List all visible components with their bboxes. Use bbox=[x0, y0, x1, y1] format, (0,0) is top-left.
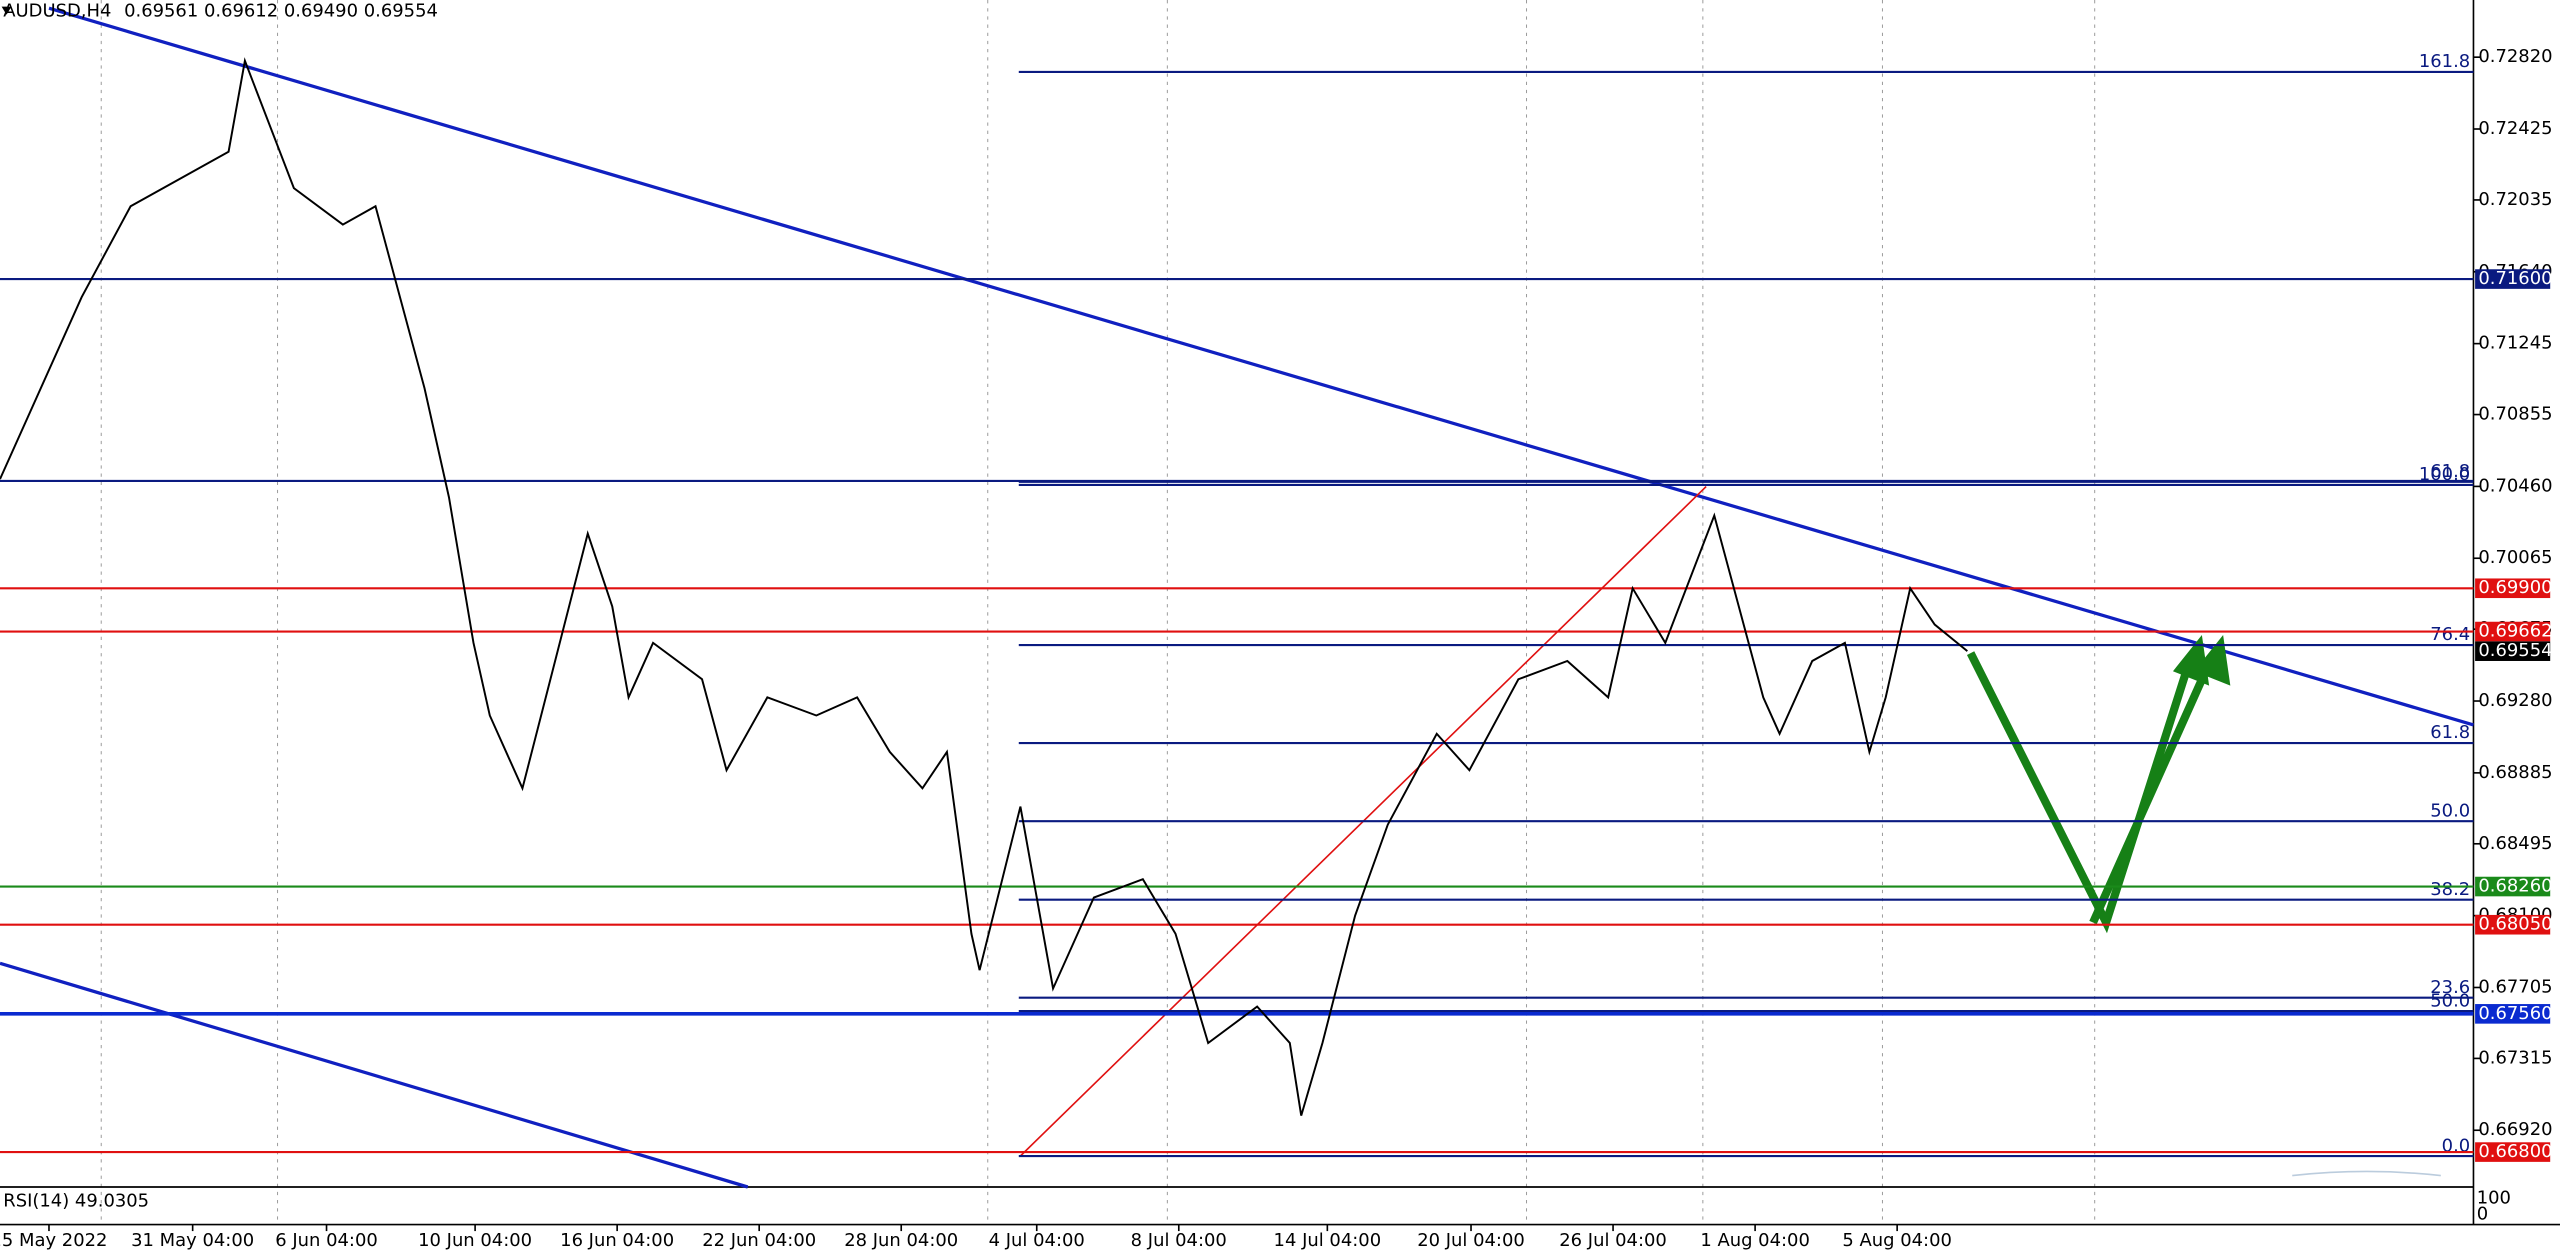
rsi-tick: 100 bbox=[2477, 1187, 2511, 1208]
level-label: 0.68050 bbox=[2478, 914, 2552, 935]
y-tick-label: 0.72820 bbox=[2478, 46, 2552, 67]
fib-label: 76.4 bbox=[2430, 624, 2470, 645]
y-tick-label: 0.72035 bbox=[2478, 189, 2552, 210]
fib-label: 61.8 bbox=[2430, 722, 2470, 743]
fib-label: 61.8 bbox=[2430, 461, 2470, 482]
x-tick-label: 22 Jun 04:00 bbox=[702, 1230, 816, 1251]
fib-label: 50.0 bbox=[2430, 800, 2470, 821]
x-tick-label: 8 Jul 04:00 bbox=[1131, 1230, 1227, 1251]
level-label: 0.67560 bbox=[2478, 1003, 2552, 1024]
fib-label: 38.2 bbox=[2430, 879, 2470, 900]
y-tick-label: 0.70460 bbox=[2478, 475, 2552, 496]
y-tick-label: 0.67705 bbox=[2478, 976, 2552, 997]
level-box bbox=[2475, 269, 2551, 289]
x-tick-label: 28 Jun 04:00 bbox=[844, 1230, 958, 1251]
level-label: 0.69554 bbox=[2478, 640, 2552, 661]
x-tick-label: 26 Jul 04:00 bbox=[1559, 1230, 1667, 1251]
y-tick-label: 0.66920 bbox=[2478, 1119, 2552, 1140]
y-tick-label: 0.68495 bbox=[2478, 833, 2552, 854]
y-tick-label: 0.70065 bbox=[2478, 547, 2552, 568]
level-box bbox=[2475, 1004, 2551, 1024]
level-box bbox=[2475, 621, 2551, 642]
x-tick-label: 6 Jun 04:00 bbox=[275, 1230, 378, 1251]
x-tick-label: 1 Aug 04:00 bbox=[1700, 1230, 1810, 1251]
x-tick-label: 25 May 2022 bbox=[0, 1230, 107, 1251]
rsi-tick: 0 bbox=[2477, 1204, 2488, 1225]
price-line bbox=[0, 57, 1968, 1116]
y-tick-label: 0.70855 bbox=[2478, 404, 2552, 425]
level-label: 0.69900 bbox=[2478, 577, 2552, 598]
fib-label: 100.0 bbox=[2419, 464, 2470, 485]
level-label: 0.71600 bbox=[2478, 268, 2552, 289]
level-box bbox=[2475, 1142, 2551, 1162]
y-tick-label: 0.72425 bbox=[2478, 118, 2552, 139]
quote: 0.69561 0.69612 0.69490 0.69554 bbox=[124, 0, 438, 21]
fib-label: 23.6 bbox=[2430, 977, 2470, 998]
rsi-line bbox=[2292, 1170, 2441, 1177]
level-box bbox=[2475, 876, 2551, 897]
symbol-title: AUDUSD,H4 bbox=[3, 0, 111, 21]
y-tick-label: 0.69280 bbox=[2478, 690, 2552, 711]
level-box bbox=[2475, 914, 2551, 935]
fib-label: 50.0 bbox=[2430, 990, 2470, 1011]
fib-label: 161.8 bbox=[2419, 51, 2470, 72]
menu-arrow bbox=[1, 6, 12, 15]
level-box bbox=[2475, 578, 2551, 599]
x-tick-label: 5 Aug 04:00 bbox=[1842, 1230, 1952, 1251]
level-label: 0.68260 bbox=[2478, 876, 2552, 897]
x-tick-label: 20 Jul 04:00 bbox=[1417, 1230, 1525, 1251]
y-tick-label: 0.67315 bbox=[2478, 1047, 2552, 1068]
x-tick-label: 10 Jun 04:00 bbox=[418, 1230, 532, 1251]
level-label: 0.66800 bbox=[2478, 1141, 2552, 1162]
grid bbox=[100, 0, 2096, 1225]
level-box bbox=[2475, 641, 2551, 661]
x-tick-label: 31 May 04:00 bbox=[131, 1230, 254, 1251]
x-tick-label: 14 Jul 04:00 bbox=[1274, 1230, 1382, 1251]
x-tick-label: 16 Jun 04:00 bbox=[560, 1230, 674, 1251]
y-tick-label: 0.68885 bbox=[2478, 762, 2552, 783]
x-tick-label: 4 Jul 04:00 bbox=[989, 1230, 1085, 1251]
rsi-label: RSI(14) 49.0305 bbox=[3, 1191, 149, 1212]
y-tick-label: 0.71245 bbox=[2478, 333, 2552, 354]
level-label: 0.69662 bbox=[2478, 621, 2552, 642]
